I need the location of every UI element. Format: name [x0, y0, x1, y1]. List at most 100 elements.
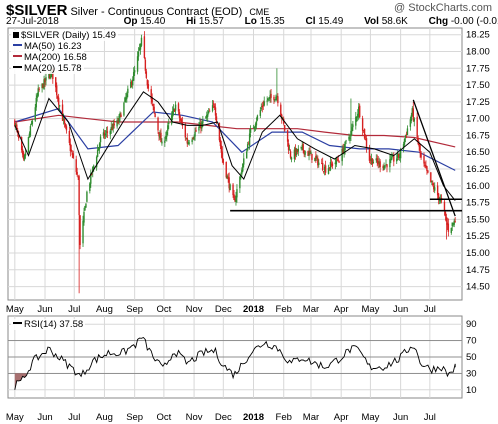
candle — [82, 220, 84, 244]
candle — [20, 137, 23, 150]
candle — [139, 43, 142, 50]
candle — [344, 141, 346, 151]
candle — [37, 88, 39, 96]
rsi-oversold-fill — [14, 373, 27, 390]
candle — [310, 152, 312, 155]
candle — [34, 107, 36, 121]
candle — [158, 132, 160, 137]
rsi-y-tick-label: 50 — [466, 352, 477, 363]
candle — [365, 138, 368, 148]
candle — [56, 85, 58, 96]
exchange: CME — [249, 7, 270, 17]
candle — [287, 143, 290, 151]
candle — [245, 151, 248, 159]
candle — [331, 163, 334, 166]
low-label: Lo — [244, 16, 257, 27]
candle — [166, 131, 168, 137]
candle — [273, 96, 275, 101]
candle — [361, 118, 364, 131]
candle — [228, 177, 230, 189]
candle — [357, 113, 359, 118]
candle — [207, 113, 209, 117]
candle — [43, 79, 45, 90]
candle — [16, 124, 18, 129]
candle — [247, 143, 250, 145]
x-tick-label: May — [6, 304, 24, 315]
candle — [276, 95, 278, 98]
candle — [390, 158, 392, 161]
candle — [48, 73, 50, 79]
legend-ma200-text: MA(200) 16.58 — [24, 52, 87, 63]
candle — [241, 169, 243, 175]
candle — [323, 166, 326, 171]
candle — [318, 162, 320, 165]
candle — [383, 166, 385, 170]
x-tick-label: Feb — [276, 304, 292, 315]
candle — [389, 159, 391, 168]
candle — [56, 96, 59, 99]
candle — [411, 108, 414, 116]
rsi-x-tick-label: May — [361, 412, 379, 423]
legend-rsi: RSI(14) 37.58 — [11, 319, 86, 330]
candle — [187, 141, 189, 145]
candle — [200, 123, 202, 129]
y-tick-label: 16.00 — [466, 181, 490, 192]
x-tick-label: Jun — [37, 304, 52, 315]
chart-header: $SILVER Silver - Continuous Contract (EO… — [6, 2, 269, 19]
candle — [57, 97, 60, 105]
candle — [79, 215, 81, 245]
candle — [123, 102, 125, 116]
rsi-y-tick-label: 30 — [466, 368, 477, 379]
y-tick-label: 17.50 — [466, 80, 490, 91]
candle — [437, 193, 440, 200]
brand[interactable]: @ StockCharts.com — [394, 2, 492, 14]
candle — [193, 136, 195, 140]
candle — [177, 103, 180, 112]
candle — [102, 132, 105, 136]
candle — [397, 153, 400, 158]
candle — [330, 163, 333, 165]
candle — [70, 149, 73, 152]
candle — [337, 159, 339, 161]
y-tick-label: 17.75 — [466, 63, 490, 74]
candle — [226, 175, 228, 179]
candle — [334, 162, 337, 165]
y-tick-label: 16.25 — [466, 164, 490, 175]
legend-main-text: $SILVER (Daily) 15.49 — [21, 30, 116, 41]
candle — [263, 101, 265, 106]
candle — [248, 133, 251, 146]
low-value: 15.35 — [259, 16, 285, 27]
candle — [90, 173, 92, 184]
candle — [218, 122, 221, 141]
candle — [403, 138, 406, 145]
candle — [268, 97, 270, 99]
description: Silver - Continuous Contract (EOD) — [70, 6, 243, 18]
candle — [294, 147, 297, 156]
candle — [159, 134, 161, 139]
candle — [140, 37, 143, 46]
x-tick-label: Nov — [186, 304, 203, 315]
candle — [290, 157, 293, 160]
candle — [68, 130, 71, 143]
candle — [239, 176, 241, 189]
candle — [396, 153, 399, 158]
x-tick-label: May — [361, 304, 379, 315]
candle — [133, 70, 136, 73]
rsi-x-tick-label: Jun — [393, 412, 408, 423]
candle — [297, 148, 300, 152]
candle — [229, 184, 231, 191]
candle — [348, 137, 350, 140]
candle — [69, 143, 72, 152]
candle — [371, 158, 374, 165]
candle — [126, 93, 128, 99]
candle — [391, 156, 393, 160]
candle — [232, 184, 234, 196]
legend-main: $SILVER (Daily) 15.49 — [11, 30, 118, 41]
candle — [131, 81, 133, 85]
candle — [372, 161, 375, 164]
candle — [416, 116, 418, 138]
candle — [64, 124, 67, 127]
candle — [125, 97, 127, 100]
candle — [430, 172, 432, 183]
